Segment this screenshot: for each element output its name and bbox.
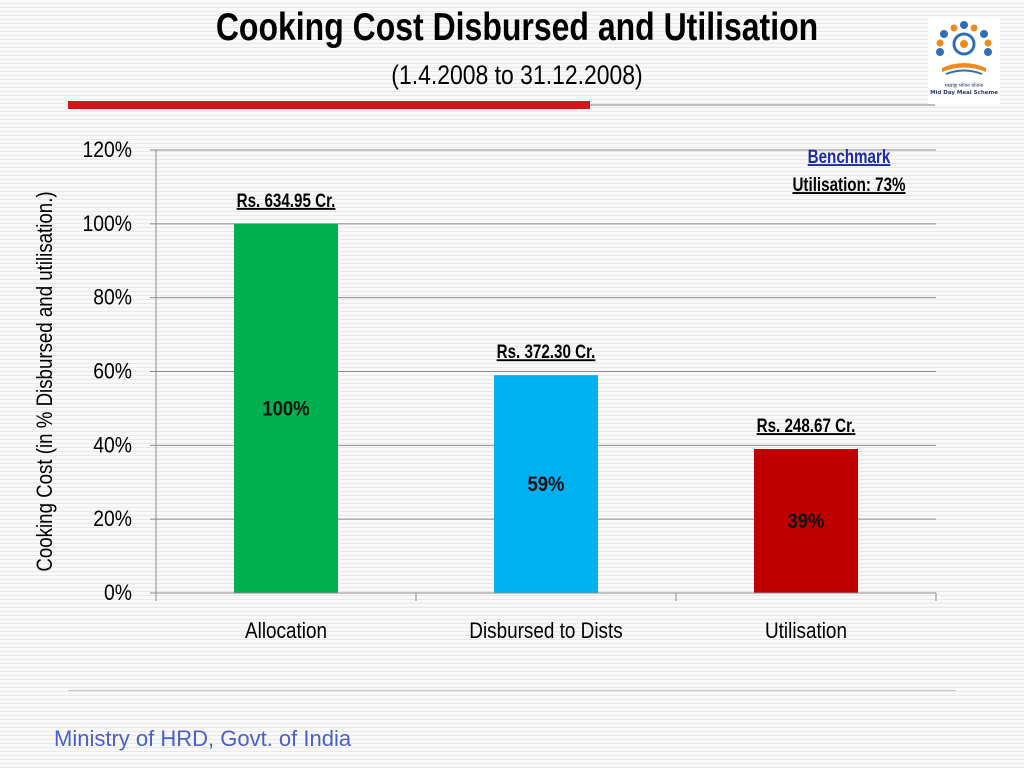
bar-disbursed-to-dists — [494, 375, 598, 593]
y-tick-label: 80% — [93, 286, 132, 310]
bar-amount-label: Rs. 634.95 Cr. — [237, 189, 336, 211]
slide-title: Cooking Cost Disbursed and Utilisation — [215, 6, 819, 49]
footer-ministry: Ministry of HRD, Govt. of India — [54, 726, 352, 751]
bar-value-label: 39% — [788, 510, 825, 533]
bar-allocation — [234, 223, 338, 594]
chart-labels: 0% 20% 40% 60% 80% 100% 120% 100% Rs. 634.95 Cr.… — [82, 138, 855, 643]
slide-subtitle: (1.4.2008 to 31.12.2008) — [391, 60, 643, 90]
y-tick-label: 100% — [82, 212, 132, 236]
benchmark-value: Utilisation: 73% — [792, 173, 905, 195]
y-axis-label: Cooking Cost (in % Disbursed and utilisa… — [34, 191, 58, 571]
bar-amount-label: Rs. 248.67 Cr. — [757, 414, 856, 436]
chart-bars — [234, 223, 858, 594]
y-tick-label: 60% — [93, 359, 132, 383]
y-tick-label: 40% — [93, 433, 132, 457]
x-category-label: Allocation — [245, 619, 327, 644]
logo-text-english: Mid Day Meal Scheme — [930, 90, 998, 96]
footer-divider — [68, 690, 956, 691]
y-tick-label: 120% — [82, 138, 132, 162]
chart-axes — [150, 149, 937, 601]
benchmark-title: Benchmark — [808, 145, 891, 167]
bar-utilisation — [754, 449, 858, 593]
x-category-label: Utilisation — [765, 619, 847, 644]
bar-value-label: 59% — [528, 473, 565, 496]
y-tick-label: 0% — [104, 581, 132, 605]
y-tick-label: 20% — [93, 507, 132, 531]
mid-day-meal-logo-icon — [936, 21, 992, 75]
bar-value-label: 100% — [262, 397, 310, 420]
title-underline-grey — [590, 104, 935, 106]
logo-text-hindi: मध्याह्न भोजन योजना — [944, 83, 984, 89]
bar-amount-label: Rs. 372.30 Cr. — [497, 341, 596, 363]
x-category-label: Disbursed to Dists — [469, 619, 622, 644]
title-underline-red — [68, 101, 590, 109]
mid-day-meal-scheme-logo: मध्याह्न भोजन योजना Mid Day Meal Scheme — [928, 18, 1000, 104]
